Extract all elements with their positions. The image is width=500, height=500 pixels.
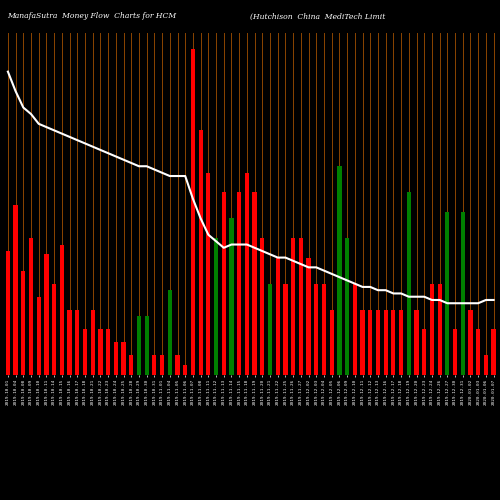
Bar bbox=[137, 316, 141, 375]
Bar bbox=[106, 330, 110, 375]
Bar bbox=[129, 356, 134, 375]
Bar bbox=[191, 49, 195, 375]
Bar bbox=[198, 130, 203, 375]
Bar bbox=[152, 356, 156, 375]
Bar bbox=[114, 342, 118, 375]
Bar bbox=[52, 284, 56, 375]
Bar bbox=[392, 310, 396, 375]
Bar bbox=[460, 212, 465, 375]
Bar bbox=[384, 310, 388, 375]
Bar bbox=[291, 238, 296, 375]
Bar bbox=[214, 238, 218, 375]
Bar bbox=[168, 290, 172, 375]
Bar bbox=[183, 365, 188, 375]
Bar bbox=[36, 296, 41, 375]
Bar bbox=[29, 238, 33, 375]
Bar bbox=[237, 192, 242, 375]
Bar bbox=[468, 310, 472, 375]
Bar bbox=[445, 212, 450, 375]
Bar bbox=[83, 330, 87, 375]
Bar bbox=[306, 258, 310, 375]
Bar bbox=[352, 284, 357, 375]
Bar bbox=[422, 330, 426, 375]
Bar bbox=[314, 284, 318, 375]
Bar bbox=[260, 238, 264, 375]
Bar bbox=[284, 284, 288, 375]
Bar bbox=[206, 173, 210, 375]
Bar bbox=[399, 310, 403, 375]
Bar bbox=[414, 310, 418, 375]
Bar bbox=[476, 330, 480, 375]
Bar bbox=[245, 173, 249, 375]
Bar bbox=[60, 244, 64, 375]
Bar bbox=[268, 284, 272, 375]
Bar bbox=[122, 342, 126, 375]
Bar bbox=[368, 310, 372, 375]
Bar bbox=[376, 310, 380, 375]
Bar bbox=[14, 206, 18, 375]
Bar bbox=[322, 284, 326, 375]
Bar bbox=[160, 356, 164, 375]
Bar bbox=[338, 166, 342, 375]
Bar bbox=[68, 310, 71, 375]
Bar bbox=[453, 330, 457, 375]
Bar bbox=[98, 330, 102, 375]
Bar bbox=[430, 284, 434, 375]
Bar bbox=[492, 330, 496, 375]
Bar bbox=[360, 310, 364, 375]
Text: (Hutchison  China  MediTech Limit: (Hutchison China MediTech Limit bbox=[250, 12, 386, 20]
Bar bbox=[230, 218, 234, 375]
Bar bbox=[252, 192, 256, 375]
Bar bbox=[298, 238, 303, 375]
Bar bbox=[406, 192, 411, 375]
Bar bbox=[75, 310, 80, 375]
Bar bbox=[144, 316, 149, 375]
Bar bbox=[345, 238, 349, 375]
Bar bbox=[21, 270, 25, 375]
Bar bbox=[90, 310, 95, 375]
Bar bbox=[6, 251, 10, 375]
Text: ManafaSutra  Money Flow  Charts for HCM: ManafaSutra Money Flow Charts for HCM bbox=[8, 12, 176, 20]
Bar bbox=[44, 254, 48, 375]
Bar bbox=[276, 258, 280, 375]
Bar bbox=[484, 356, 488, 375]
Bar bbox=[176, 356, 180, 375]
Bar bbox=[222, 192, 226, 375]
Bar bbox=[330, 310, 334, 375]
Bar bbox=[438, 284, 442, 375]
